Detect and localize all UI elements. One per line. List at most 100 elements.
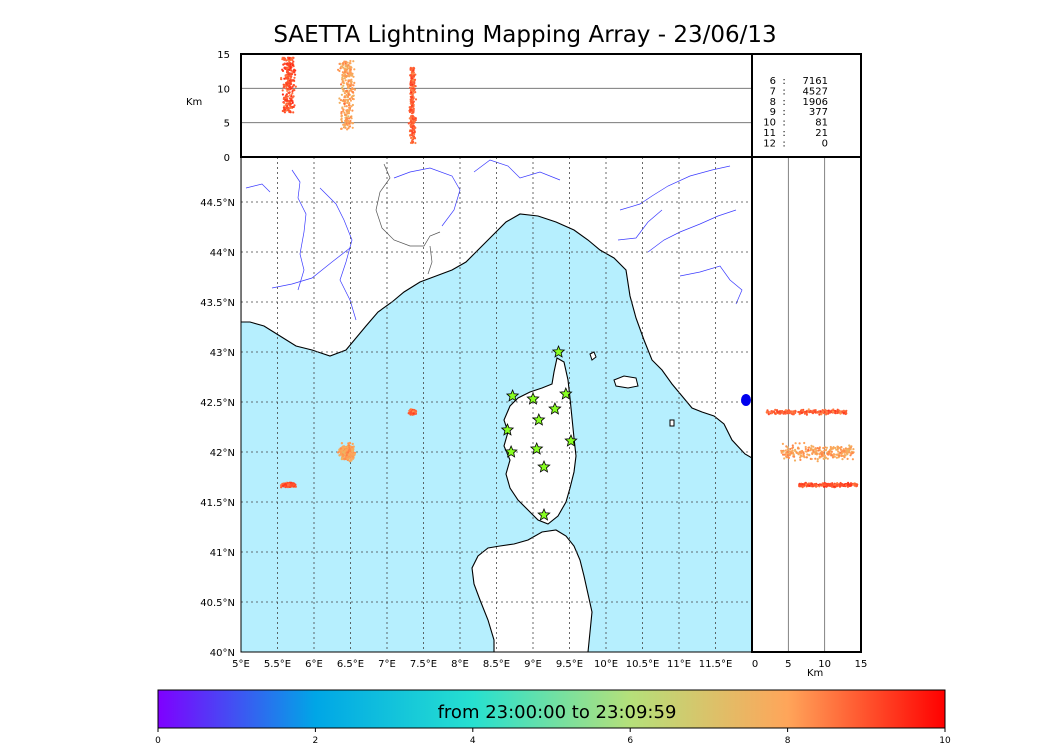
flash-point-altitude-lat: [831, 447, 834, 450]
flash-point-altitude-lat: [804, 481, 807, 484]
flash-point-altitude-lon: [353, 68, 356, 71]
flash-point-altitude-lon: [342, 84, 345, 87]
flash-point: [338, 454, 341, 457]
flash-point-altitude-lon: [280, 76, 283, 80]
flash-point-altitude-lon: [281, 93, 284, 96]
right-panel-flashes: [765, 408, 859, 489]
flash-point-altitude-lon: [286, 87, 289, 90]
flash-point-altitude-lat: [832, 410, 835, 413]
flash-point-altitude-lon: [282, 97, 285, 101]
flash-point-altitude-lon: [344, 73, 347, 76]
flash-point-altitude-lon: [292, 111, 295, 114]
top-panel-frame: [240, 53, 753, 158]
flash-point-altitude-lat: [791, 444, 794, 447]
flash-point-altitude-lon: [287, 102, 290, 105]
flash-point-altitude-lon: [284, 76, 288, 80]
flash-point-altitude-lon: [346, 98, 350, 101]
right-panel-tick-label: 15: [855, 659, 868, 670]
flash-point-altitude-lon: [348, 70, 351, 73]
flash-point-altitude-lon: [409, 92, 412, 95]
flash-point-altitude-lat: [821, 410, 824, 413]
flash-point-altitude-lat: [825, 410, 828, 413]
flash-point-altitude-lat: [793, 455, 796, 458]
flash-point-altitude-lat: [804, 447, 807, 451]
flash-point-altitude-lon: [289, 72, 292, 75]
flash-point-altitude-lon: [341, 86, 344, 89]
flash-point-altitude-lon: [343, 96, 346, 99]
flash-point-altitude-lon: [414, 141, 417, 145]
flash-point: [344, 446, 347, 449]
flash-point-altitude-lon: [292, 60, 295, 63]
flash-point-altitude-lon: [338, 97, 341, 100]
flash-point: [343, 450, 346, 453]
flash-point-altitude-lon: [281, 89, 284, 92]
flash-point-altitude-lon: [413, 67, 416, 70]
flash-point-altitude-lat: [842, 409, 845, 412]
flash-point-altitude-lon: [286, 70, 289, 74]
station-star: [504, 444, 518, 458]
flash-point: [409, 411, 412, 414]
flash-point-altitude-lon: [345, 82, 348, 85]
flash-point: [336, 451, 340, 454]
flash-point: [412, 412, 415, 415]
flash-point-altitude-lat: [788, 450, 791, 453]
flash-point-altitude-lon: [286, 106, 289, 109]
flash-point-altitude-lat: [825, 446, 829, 449]
flash-point-altitude-lon: [292, 79, 295, 82]
flash-point-altitude-lat: [822, 457, 825, 460]
flash-point-altitude-lat: [798, 484, 801, 487]
flash-point-altitude-lon: [413, 82, 416, 85]
map-flashes: [279, 408, 418, 489]
flash-point-altitude-lon: [286, 78, 290, 81]
station-count-number: 12: [763, 138, 776, 149]
station-star: [548, 401, 562, 415]
flash-point: [348, 441, 352, 445]
flash-point-altitude-lon: [412, 74, 416, 77]
top-panel-flashes: [280, 56, 418, 145]
flash-point-altitude-lon: [411, 93, 414, 97]
flash-point-altitude-lon: [339, 62, 342, 65]
lat-tick-label: 43.5°N: [200, 298, 235, 309]
flash-point-altitude-lon: [411, 96, 414, 99]
station-count-number: 11: [763, 128, 776, 139]
flash-point-altitude-lon: [340, 120, 344, 123]
flash-point-altitude-lon: [351, 122, 355, 125]
flash-point-altitude-lon: [414, 98, 418, 101]
lon-tick-label: 8°E: [451, 659, 469, 670]
flash-point-altitude-lon: [344, 98, 348, 101]
flash-point-altitude-lon: [351, 95, 354, 98]
flash-point-altitude-lon: [291, 101, 294, 104]
flash-point-altitude-lon: [349, 119, 352, 122]
flash-point-altitude-lat: [834, 409, 837, 413]
top-panel-tick-label: 15: [217, 50, 230, 61]
flash-point-altitude-lon: [411, 89, 414, 92]
flash-point-altitude-lat: [837, 445, 840, 449]
flash-point-altitude-lon: [412, 111, 415, 114]
flash-point-altitude-lon: [349, 59, 352, 63]
flash-point-altitude-lat: [851, 451, 854, 455]
flash-point-altitude-lon: [350, 66, 353, 69]
flash-point-altitude-lon: [346, 120, 350, 123]
flash-point-altitude-lat: [823, 454, 826, 457]
flash-point-altitude-lon: [412, 136, 415, 139]
flash-point-altitude-lon: [413, 133, 416, 136]
flash-point-altitude-lon: [342, 123, 345, 126]
flash-point-altitude-lat: [828, 411, 831, 414]
flash-point-altitude-lat: [799, 458, 802, 461]
map-rivers: [245, 159, 743, 321]
lat-tick-label: 41°N: [210, 548, 235, 559]
flash-point-altitude-lon: [344, 113, 347, 116]
flash-point-altitude-lon: [340, 93, 343, 96]
flash-point-altitude-lat: [834, 412, 837, 415]
flash-point-altitude-lon: [343, 68, 346, 71]
flash-point-altitude-lon: [286, 95, 289, 98]
colorbar-ticks: 0 2 4 6 8 10: [155, 728, 951, 746]
flash-point-altitude-lon: [351, 90, 354, 94]
flash-point-altitude-lat: [805, 410, 808, 413]
flash-point-altitude-lat: [786, 450, 789, 453]
flash-point-altitude-lat: [797, 411, 801, 414]
flash-point-altitude-lon: [348, 102, 351, 105]
flash-point-altitude-lat: [829, 452, 832, 455]
flash-point-altitude-lat: [800, 455, 804, 458]
flash-point-altitude-lon: [342, 80, 345, 83]
